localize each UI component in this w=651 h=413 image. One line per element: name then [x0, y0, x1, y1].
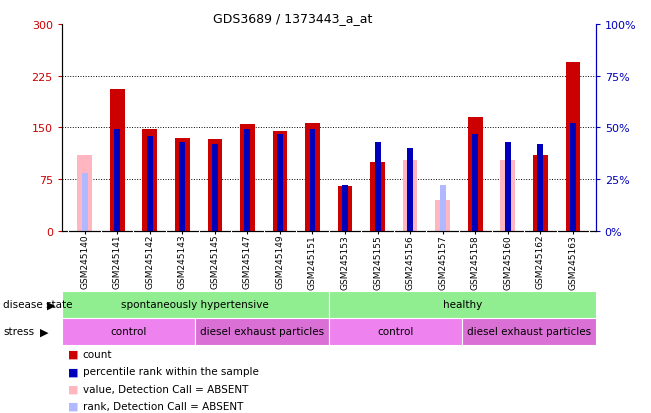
- Bar: [180, 142, 186, 231]
- Bar: [305, 123, 320, 231]
- Text: spontaneously hypertensive: spontaneously hypertensive: [122, 299, 269, 310]
- Text: ▶: ▶: [47, 299, 55, 310]
- Text: value, Detection Call = ABSENT: value, Detection Call = ABSENT: [83, 384, 248, 394]
- Bar: [338, 187, 352, 231]
- Text: count: count: [83, 349, 112, 359]
- Bar: [408, 149, 413, 231]
- Text: GDS3689 / 1373443_a_at: GDS3689 / 1373443_a_at: [214, 12, 372, 25]
- Bar: [566, 63, 580, 231]
- Text: GSM245143: GSM245143: [178, 234, 187, 289]
- Bar: [375, 142, 380, 231]
- Text: GSM245149: GSM245149: [275, 234, 284, 289]
- Bar: [473, 134, 478, 231]
- Bar: [436, 200, 450, 231]
- Bar: [62, 291, 329, 318]
- Text: ■: ■: [68, 384, 79, 394]
- Text: diesel exhaust particles: diesel exhaust particles: [467, 326, 591, 337]
- Bar: [505, 142, 511, 231]
- Bar: [245, 130, 250, 231]
- Text: GSM245162: GSM245162: [536, 234, 545, 289]
- Bar: [115, 130, 120, 231]
- Bar: [408, 149, 413, 231]
- Bar: [208, 140, 222, 231]
- Bar: [212, 145, 217, 231]
- Text: rank, Detection Call = ABSENT: rank, Detection Call = ABSENT: [83, 401, 243, 411]
- Bar: [570, 124, 576, 231]
- Text: GSM245147: GSM245147: [243, 234, 252, 289]
- Bar: [310, 130, 316, 231]
- Text: control: control: [111, 326, 146, 337]
- Bar: [273, 131, 287, 231]
- Bar: [175, 138, 189, 231]
- Bar: [329, 291, 596, 318]
- Bar: [143, 129, 157, 231]
- Text: ■: ■: [68, 401, 79, 411]
- Bar: [501, 160, 515, 231]
- Text: GSM245160: GSM245160: [503, 234, 512, 289]
- Text: GSM245157: GSM245157: [438, 234, 447, 289]
- Bar: [81, 173, 87, 231]
- Bar: [462, 318, 596, 345]
- Bar: [240, 125, 255, 231]
- Text: healthy: healthy: [443, 299, 482, 310]
- Text: percentile rank within the sample: percentile rank within the sample: [83, 366, 258, 376]
- Bar: [342, 186, 348, 231]
- Bar: [77, 156, 92, 231]
- Bar: [62, 318, 195, 345]
- Text: diesel exhaust particles: diesel exhaust particles: [200, 326, 324, 337]
- Bar: [195, 318, 329, 345]
- Text: GSM245155: GSM245155: [373, 234, 382, 289]
- Text: ■: ■: [68, 366, 79, 376]
- Bar: [110, 90, 124, 231]
- Text: GSM245163: GSM245163: [568, 234, 577, 289]
- Bar: [440, 186, 445, 231]
- Text: GSM245142: GSM245142: [145, 234, 154, 289]
- Bar: [277, 134, 283, 231]
- Text: stress: stress: [3, 326, 35, 337]
- Text: control: control: [378, 326, 413, 337]
- Bar: [147, 136, 152, 231]
- Text: GSM245151: GSM245151: [308, 234, 317, 289]
- Text: GSM245153: GSM245153: [340, 234, 350, 289]
- Bar: [329, 318, 462, 345]
- Bar: [533, 156, 547, 231]
- Text: disease state: disease state: [3, 299, 73, 310]
- Text: GSM245145: GSM245145: [210, 234, 219, 289]
- Text: ▶: ▶: [40, 326, 49, 337]
- Text: GSM245140: GSM245140: [80, 234, 89, 289]
- Text: GSM245156: GSM245156: [406, 234, 415, 289]
- Bar: [538, 145, 544, 231]
- Bar: [403, 160, 417, 231]
- Bar: [370, 162, 385, 231]
- Text: ■: ■: [68, 349, 79, 359]
- Bar: [468, 118, 482, 231]
- Text: GSM245141: GSM245141: [113, 234, 122, 289]
- Text: GSM245158: GSM245158: [471, 234, 480, 289]
